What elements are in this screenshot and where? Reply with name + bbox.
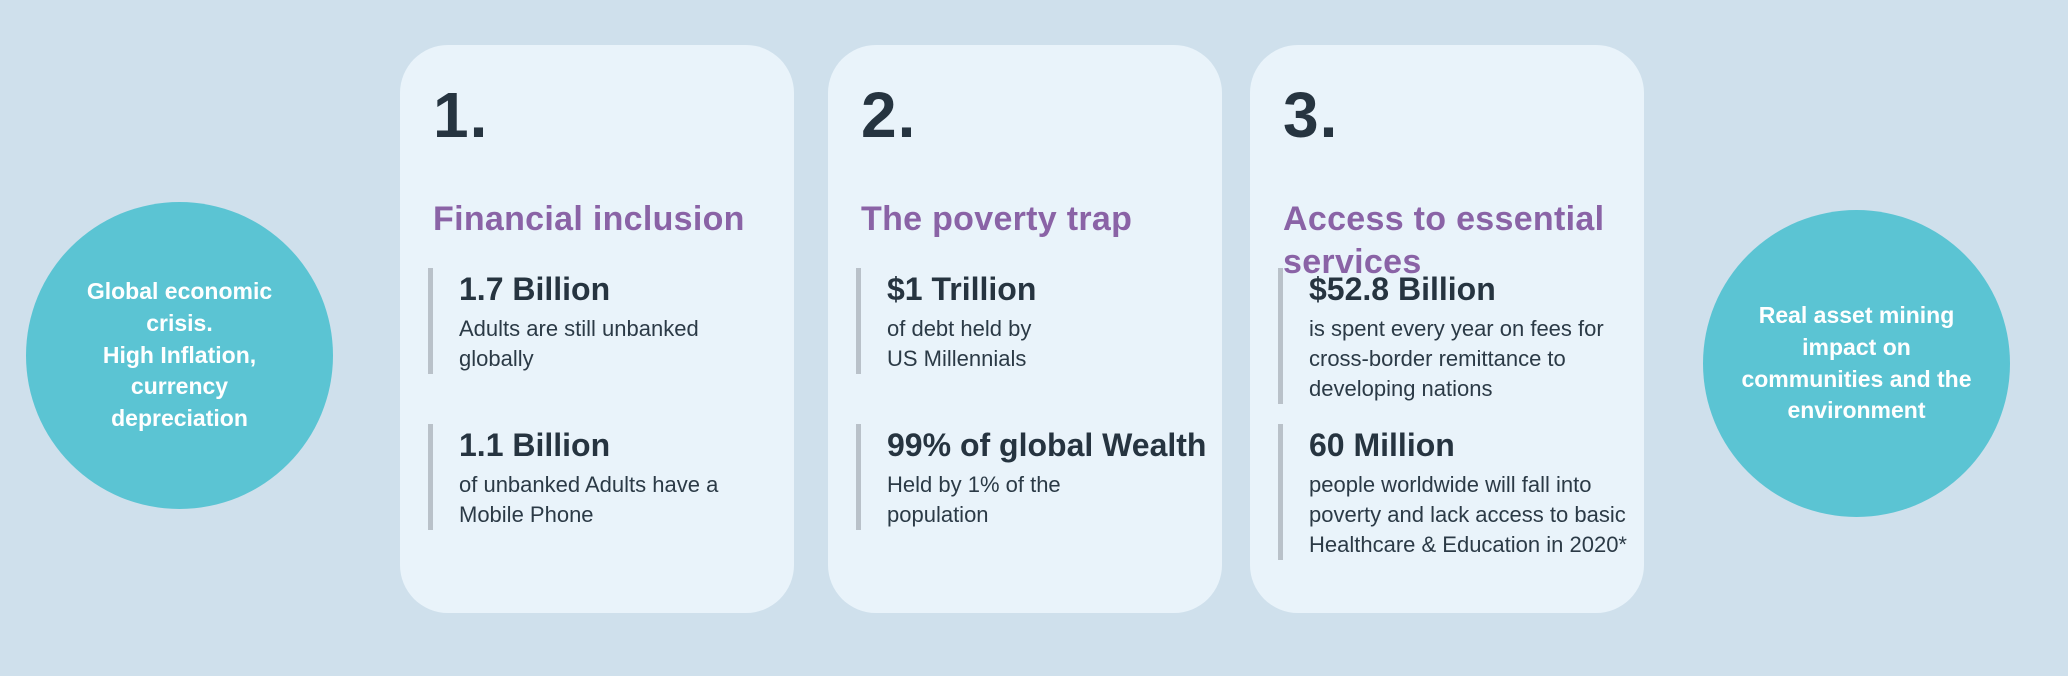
challenge-circle-left-text: Global economic crisis. High Inflation, …: [86, 278, 273, 432]
stat-block: $52.8 Billion is spent every year on fee…: [1278, 268, 1634, 405]
stat-value: 99% of global Wealth: [887, 427, 1207, 463]
stat-block: 1.7 Billion Adults are still unbanked gl…: [428, 268, 784, 375]
stat-value: $52.8 Billion: [1309, 271, 1496, 307]
card-poverty-trap: 2. The poverty trap $1 Trillion of debt …: [828, 45, 1222, 613]
challenge-circle-left: Global economic crisis. High Inflation, …: [26, 202, 333, 509]
stat-value: 60 Million: [1309, 427, 1455, 463]
stat-value: 1.7 Billion: [459, 271, 611, 307]
stat-value: $1 Trillion: [887, 271, 1037, 307]
stat-description: people worldwide will fall into poverty …: [1309, 472, 1627, 558]
stat-description: is spent every year on fees for cross-bo…: [1309, 316, 1604, 402]
card-number: 3.: [1283, 79, 1339, 151]
card-access-essential-services: 3. Access to essential services $52.8 Bi…: [1250, 45, 1644, 613]
stat-block: 1.1 Billion of unbanked Adults have a Mo…: [428, 424, 784, 531]
card-title: The poverty trap: [861, 200, 1133, 239]
stat-value: 1.1 Billion: [459, 427, 611, 463]
challenge-circle-right-text: Real asset mining impact on communities …: [1741, 302, 1972, 424]
stat-description: of unbanked Adults have a Mobile Phone: [459, 472, 719, 528]
card-number: 2.: [861, 79, 917, 151]
card-number: 1.: [433, 79, 489, 151]
stat-block: $1 Trillion of debt held by US Millennia…: [856, 268, 1212, 375]
stat-description: Adults are still unbanked globally: [459, 316, 699, 372]
stat-block: 60 Million people worldwide will fall in…: [1278, 424, 1634, 561]
stat-description: Held by 1% of the population: [887, 472, 1061, 528]
card-financial-inclusion: 1. Financial inclusion 1.7 Billion Adult…: [400, 45, 794, 613]
stat-block: 99% of global Wealth Held by 1% of the p…: [856, 424, 1212, 531]
stat-description: of debt held by US Millennials: [887, 316, 1032, 372]
card-title: Access to essential services: [1283, 200, 1605, 281]
card-title: Financial inclusion: [433, 200, 745, 239]
challenge-circle-right: Real asset mining impact on communities …: [1703, 210, 2010, 517]
